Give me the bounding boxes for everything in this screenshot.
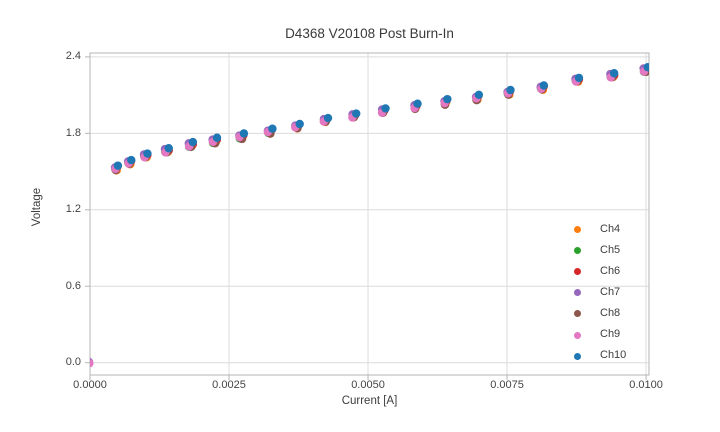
legend-marker-icon <box>573 289 581 297</box>
legend-marker-icon <box>573 226 581 233</box>
x-tick-label: 0.0100 <box>629 379 663 391</box>
legend-item-ch5: Ch5 <box>570 243 660 259</box>
y-tick-label: 1.8 <box>65 126 81 139</box>
legend-label: Ch4 <box>600 222 621 235</box>
legend-label: Ch9 <box>600 328 621 340</box>
legend-label: Ch10 <box>600 349 627 362</box>
legend-marker-icon <box>573 331 581 339</box>
y-tick-label: 2.4 <box>65 50 81 63</box>
y-tick-label: 1.2 <box>65 203 81 216</box>
y-tick-label: 0.0 <box>65 356 81 369</box>
legend-item-ch8: Ch8 <box>570 306 660 322</box>
legend-marker-icon <box>573 268 581 276</box>
legend-item-ch9: Ch9 <box>570 327 660 343</box>
legend-label: Ch7 <box>600 285 621 298</box>
x-tick-label: 0.0000 <box>73 379 107 391</box>
x-axis-label: Current [A] <box>341 395 398 407</box>
legend-item-ch10: Ch10 <box>570 348 660 364</box>
x-tick-label: 0.0050 <box>351 379 385 391</box>
legend-label: Ch8 <box>600 306 621 319</box>
legend-item-ch7: Ch7 <box>570 285 660 301</box>
y-axis-label: Voltage <box>31 187 43 227</box>
legend-marker-icon <box>573 247 581 255</box>
legend-label: Ch5 <box>600 243 621 256</box>
legend-item-ch6: Ch6 <box>570 264 660 280</box>
x-tick-label: 0.0025 <box>212 379 246 391</box>
legend-item-ch4: Ch4 <box>570 222 660 238</box>
legend-marker-icon <box>573 352 581 360</box>
legend-label: Ch6 <box>600 264 621 277</box>
y-tick-label: 0.6 <box>65 279 81 292</box>
x-tick-label: 0.0075 <box>490 379 524 391</box>
legend-marker-icon <box>573 310 581 318</box>
chart-title: D4368 V20108 Post Burn-In <box>285 26 454 41</box>
